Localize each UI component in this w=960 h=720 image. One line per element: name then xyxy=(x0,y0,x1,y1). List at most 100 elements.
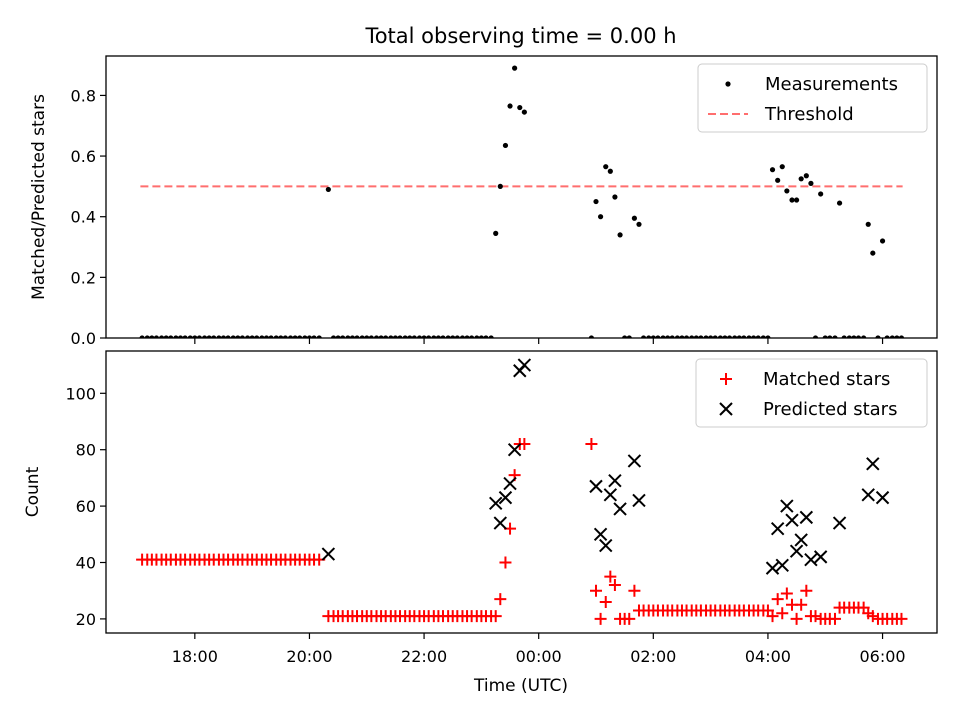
legend-measurements-label: Measurements xyxy=(765,74,898,95)
x-tick-label: 22:00 xyxy=(401,647,447,666)
legend-predicted-marker xyxy=(719,402,733,416)
count-y-axis-label: Count xyxy=(23,466,43,517)
y-tick-label: 40 xyxy=(76,554,96,573)
measurement-point xyxy=(617,232,623,238)
measurement-point xyxy=(512,65,518,71)
measurement-point xyxy=(870,250,876,256)
y-tick-label: 0.4 xyxy=(71,208,96,227)
predicted-star-marker xyxy=(507,442,522,457)
measurement-point xyxy=(636,221,642,227)
predicted-star-marker xyxy=(613,502,627,516)
matched-star-marker xyxy=(800,584,813,597)
matched-star-marker xyxy=(628,584,641,597)
legend-measurements-marker xyxy=(725,81,731,87)
measurement-point xyxy=(631,215,638,221)
matched-star-marker xyxy=(499,556,512,569)
ratio-y-axis-label: Matched/Predicted stars xyxy=(29,94,49,300)
predicted-star-marker xyxy=(799,510,814,525)
matched-star-marker xyxy=(604,570,617,583)
matched-star-marker xyxy=(776,607,789,620)
measurement-point xyxy=(789,197,795,203)
y-tick-label: 0.8 xyxy=(71,86,96,105)
measurement-point xyxy=(865,221,871,227)
y-tick-label: 80 xyxy=(76,441,96,460)
predicted-star-marker xyxy=(780,499,794,513)
x-tick-label: 02:00 xyxy=(630,647,676,666)
matched-star-marker xyxy=(790,612,803,625)
measurement-point xyxy=(784,188,790,194)
y-tick-label: 60 xyxy=(76,497,96,516)
matched-star-marker xyxy=(895,612,908,625)
predicted-star-marker xyxy=(627,454,642,468)
matched-star-marker xyxy=(623,612,636,625)
matched-star-marker xyxy=(866,610,879,623)
measurement-point xyxy=(803,173,809,179)
measurement-point xyxy=(325,186,331,193)
measurement-point xyxy=(769,167,776,173)
y-tick-label: 100 xyxy=(65,384,96,403)
y-tick-label: 0.2 xyxy=(71,268,96,287)
ratio-panel: 0.00.20.40.60.8 Matched/Predicted stars … xyxy=(29,55,938,348)
measurement-point xyxy=(836,200,843,206)
measurement-point xyxy=(493,230,499,236)
measurement-point xyxy=(593,198,599,205)
measurement-point xyxy=(612,194,618,200)
predicted-star-marker xyxy=(813,550,828,564)
predicted-star-marker xyxy=(804,552,818,567)
measurement-point xyxy=(603,164,609,170)
predicted-star-marker xyxy=(832,516,847,530)
count-plot-area xyxy=(136,358,908,625)
x-tick-label: 06:00 xyxy=(860,647,906,666)
ratio-panel-frame xyxy=(105,55,938,339)
predicted-star-marker xyxy=(794,533,808,547)
legend-matched-label: Matched stars xyxy=(763,369,890,390)
x-tick-label: 00:00 xyxy=(516,647,562,666)
predicted-star-marker xyxy=(775,558,789,573)
predicted-star-marker xyxy=(765,561,780,575)
predicted-star-marker xyxy=(875,490,890,505)
matched-star-marker xyxy=(590,584,603,597)
legend-matched-marker xyxy=(720,373,732,385)
measurement-point xyxy=(798,176,804,182)
ratio-x-ticks xyxy=(194,338,884,344)
predicted-star-marker xyxy=(770,521,785,536)
x-axis-label: Time (UTC) xyxy=(473,676,568,696)
predicted-star-marker xyxy=(866,457,880,471)
measurement-point xyxy=(517,104,523,111)
count-legend: Matched stars Predicted stars xyxy=(695,358,928,428)
measurement-point xyxy=(497,183,503,189)
matched-star-marker xyxy=(828,612,841,625)
measurement-point xyxy=(775,177,781,183)
matched-star-marker xyxy=(771,593,784,606)
x-tick-label: 18:00 xyxy=(172,647,218,666)
count-panel: 20 40 60 80 100 18:00 20:00 22:00 00:00 02:00 04:… xyxy=(23,350,938,696)
predicted-star-marker xyxy=(785,513,799,527)
measurement-point xyxy=(793,197,800,203)
predicted-star-marker xyxy=(517,358,532,372)
measurement-point xyxy=(879,238,886,244)
predicted-star-marker xyxy=(861,488,875,502)
y-tick-label: 20 xyxy=(76,610,96,629)
x-tick-label: 20:00 xyxy=(286,647,332,666)
measurement-point xyxy=(808,180,814,186)
count-y-axis: 20 40 60 80 100 xyxy=(65,384,106,629)
predicted-star-marker xyxy=(789,544,804,558)
matched-star-marker xyxy=(585,438,598,451)
measurement-point xyxy=(779,164,785,170)
predicted-star-marker xyxy=(632,493,646,508)
measurement-point xyxy=(507,103,513,109)
legend-predicted-label: Predicted stars xyxy=(763,399,897,420)
ratio-y-axis: 0.0 0.2 0.4 0.6 0.8 xyxy=(71,86,106,348)
x-tick-label: 04:00 xyxy=(745,647,791,666)
matched-star-marker xyxy=(795,598,808,611)
measurement-point xyxy=(818,191,824,197)
predicted-star-marker xyxy=(321,547,336,561)
predicted-star-marker xyxy=(608,474,622,488)
matched-star-marker xyxy=(766,610,779,623)
matched-star-marker xyxy=(608,579,621,592)
count-legend-box xyxy=(695,358,928,428)
ratio-legend-box xyxy=(697,63,928,133)
chart-title: Total observing time = 0.00 h xyxy=(364,24,676,48)
predicted-star-marker xyxy=(593,527,608,542)
